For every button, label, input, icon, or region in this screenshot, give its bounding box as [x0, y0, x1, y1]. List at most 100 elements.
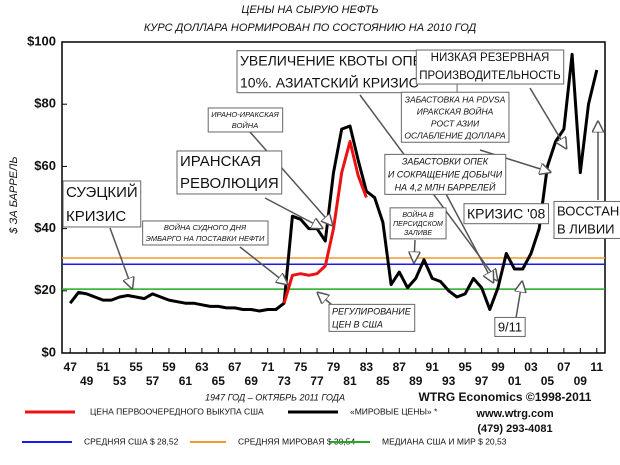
annotation: РЕГУЛИРОВАНИЕ	[332, 306, 412, 316]
annotation-box	[328, 303, 416, 332]
annotation-arrow	[479, 149, 550, 172]
x-tick-label: 01	[508, 374, 522, 388]
x-tick-label: 63	[195, 360, 209, 374]
annotation: И СОКРАЩЕНИЕ ДОБЫЧИ	[388, 169, 503, 179]
x-tick-label: 75	[294, 360, 308, 374]
y-tick-label: $60	[34, 158, 56, 173]
x-tick-label: 69	[245, 374, 259, 388]
annotation: ПЕРСИДСКОМ	[393, 221, 443, 228]
annotation: НА 4,2 МЛН БАРРЕЛЕЙ	[395, 181, 496, 192]
x-tick-label: 53	[113, 374, 127, 388]
annotation: ИРАНСКАЯ	[180, 153, 261, 170]
legend-label: МЕДИАНА США И МИР $ 20,53	[382, 436, 507, 446]
annotation-box	[176, 150, 283, 195]
legend-label: ЦЕНА ПЕРВООЧЕРЕДНОГО ВЫКУПА США	[90, 406, 264, 416]
x-tick-label: 11	[590, 360, 603, 374]
x-tick-label: 77	[310, 374, 324, 388]
annotation-box	[463, 203, 550, 225]
y-tick-label: $80	[34, 96, 56, 111]
x-tick-label: 05	[541, 374, 555, 388]
annotation: 9/11	[498, 319, 522, 334]
x-tick-label: 65	[212, 374, 226, 388]
x-tick-label: 73	[277, 374, 291, 388]
annotation-box	[62, 180, 142, 228]
x-tick-label: 59	[162, 360, 176, 374]
annotation: ОСЛАБЛЕНИЕ ДОЛЛАРА	[404, 130, 506, 140]
annotation: ВОЙНА В	[402, 210, 434, 219]
x-tick-label: 85	[376, 374, 390, 388]
x-tick-label: 91	[426, 360, 440, 374]
annotation: РЕВОЛЮЦИЯ	[180, 175, 279, 192]
annotation-box	[207, 107, 284, 133]
annotation: ЗАЛИВЕ	[404, 230, 432, 237]
chart-title: ЦЕНЫ НА СЫРУЮ НЕФТЬ	[241, 4, 378, 16]
annotation: УВЕЛИЧЕНИЕ КВОТЫ ОПЕК НА	[240, 53, 454, 69]
y-axis-label: $ ЗА БАРРЕЛЬ	[8, 156, 20, 234]
x-tick-label: 95	[458, 360, 472, 374]
x-tick-label: 99	[491, 360, 505, 374]
annotation-arrow	[239, 246, 287, 284]
y-tick-label: $40	[34, 220, 56, 235]
x-tick-label: 81	[343, 374, 357, 388]
x-tick-label: 49	[80, 374, 94, 388]
credit: www.wtrg.com	[475, 408, 553, 420]
annotation-arrow	[249, 131, 332, 225]
annotation: ЗАБАСТОВКА НА PDVSA	[405, 94, 506, 104]
x-tick-label: 09	[574, 374, 588, 388]
legend-label: СРЕДНЯЯ МИРОВАЯ $ 30,54	[238, 436, 355, 446]
annotation: ЗАБАСТОВКИ ОПЕК	[402, 156, 489, 166]
y-tick-label: $100	[27, 33, 56, 48]
x-tick-label: 57	[146, 374, 160, 388]
x-tick-label: 47	[64, 360, 78, 374]
y-tick-label: $0	[42, 344, 56, 359]
annotation: СУЭЦКИЙ	[66, 183, 138, 201]
annotation: РОСТ АЗИИ	[431, 118, 480, 128]
annotation: КРИЗИС	[66, 208, 126, 225]
x-tick-label: 03	[524, 360, 538, 374]
annotation-box	[553, 200, 620, 239]
credit: WTRG Economics ©1998-2011	[419, 390, 592, 404]
annotation-arrow	[444, 191, 493, 282]
x-axis-label: 1947 ГОД – ОКТЯБРЬ 2011 ГОДА	[205, 392, 345, 402]
x-tick-label: 93	[442, 374, 456, 388]
annotation-box	[384, 153, 507, 195]
x-tick-label: 87	[393, 360, 407, 374]
legend-label: СРЕДНЯЯ США $ 28,52	[84, 436, 179, 446]
annotation: 10%. АЗИАТСКИЙ КРИЗИС	[240, 74, 419, 91]
x-tick-label: 79	[327, 360, 341, 374]
annotation: ВОССТАНИЕ	[557, 203, 620, 218]
x-tick-label: 61	[179, 374, 193, 388]
x-tick-label: 97	[475, 374, 489, 388]
legend-label: «МИРОВЫЕ ЦЕНЫ» *	[350, 406, 438, 416]
annotation-arrow	[516, 282, 522, 319]
x-tick-label: 71	[261, 360, 275, 374]
annotation-arrow	[109, 227, 132, 288]
series-line	[282, 140, 368, 304]
annotation-box	[142, 220, 269, 246]
annotation: ПРОИЗВОДИТЕЛЬНОСТЬ	[419, 70, 560, 82]
x-tick-label: 89	[409, 374, 423, 388]
annotation: ИРАКСКАЯ ВОЙНА	[417, 105, 494, 116]
annotation-arrow	[529, 87, 566, 148]
annotation: В ЛИВИИ	[557, 221, 615, 236]
x-tick-label: 83	[360, 360, 374, 374]
annotation: ИРАНО-ИРАКСКАЯ	[211, 110, 279, 119]
annotation: КРИЗИС '08	[467, 206, 546, 222]
annotation: ВОЙНА	[232, 121, 258, 130]
annotation-box	[494, 316, 526, 337]
annotation-box	[389, 207, 447, 240]
chart-subtitle: КУРС ДОЛЛАРА НОРМИРОВАН ПО СОСТОЯНИЮ НА …	[144, 22, 477, 34]
x-tick-label: 51	[96, 360, 110, 374]
annotation: ЭМБАРГО НА ПОСТАВКИ НЕФТИ	[146, 234, 265, 243]
x-tick-label: 67	[228, 360, 242, 374]
annotation: ВОЙНА СУДНОГО ДНЯ	[164, 223, 247, 232]
annotation-arrow	[318, 293, 333, 306]
annotation-box	[415, 49, 565, 85]
y-tick-label: $20	[34, 282, 56, 297]
annotation: ЦЕН В США	[332, 319, 383, 329]
annotation-arrow	[414, 239, 415, 262]
annotation-box	[400, 91, 510, 143]
credit: (479) 293-4081	[477, 423, 552, 435]
